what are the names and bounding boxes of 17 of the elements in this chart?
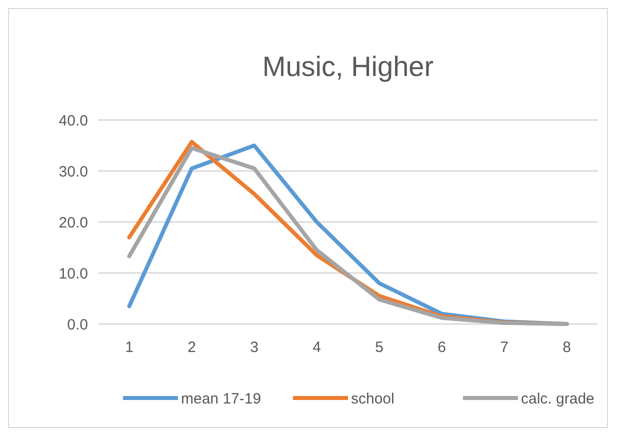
x-tick-label: 6 — [438, 339, 446, 356]
x-tick-label: 5 — [375, 339, 384, 356]
legend-label: calc. grade — [521, 390, 594, 408]
x-tick-label: 2 — [188, 339, 196, 356]
chart-title: Music, Higher — [262, 51, 434, 82]
legend-label: school — [351, 390, 394, 408]
x-tick-label: 1 — [125, 339, 134, 356]
y-tick-label: 0.0 — [67, 316, 88, 334]
x-tick-label: 3 — [250, 339, 258, 356]
x-tick-label: 4 — [312, 339, 321, 356]
y-tick-label: 10.0 — [58, 265, 88, 282]
x-tick-label: 8 — [562, 339, 571, 356]
y-tick-label: 40.0 — [58, 112, 88, 130]
x-tick-label: 7 — [500, 339, 508, 356]
legend-label: mean 17-19 — [181, 390, 262, 408]
y-tick-label: 20.0 — [58, 214, 88, 232]
y-tick-label: 30.0 — [58, 163, 88, 180]
